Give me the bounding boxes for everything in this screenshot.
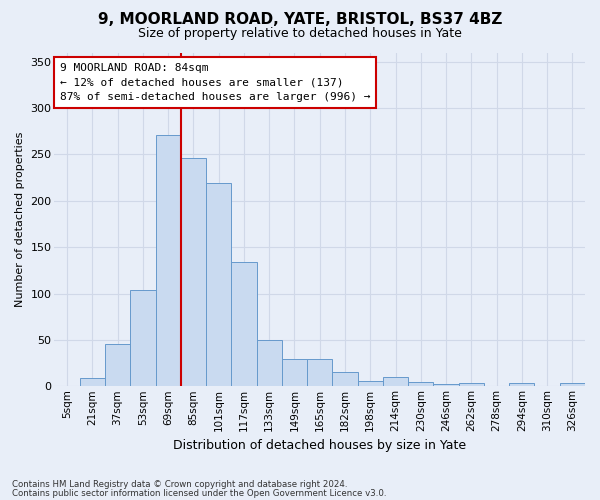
Bar [509,382,535,386]
Text: Contains public sector information licensed under the Open Government Licence v3: Contains public sector information licen… [12,490,386,498]
X-axis label: Distribution of detached houses by size in Yate: Distribution of detached houses by size … [173,440,466,452]
Text: Contains HM Land Registry data © Crown copyright and database right 2024.: Contains HM Land Registry data © Crown c… [12,480,347,489]
Bar [560,382,585,386]
Bar [332,372,358,386]
Bar [181,158,206,386]
Bar [282,360,307,386]
Bar [408,382,433,386]
Bar [232,262,257,386]
Bar [257,340,282,386]
Bar [358,380,383,386]
Bar [458,384,484,386]
Bar [307,360,332,386]
Bar [130,290,155,386]
Y-axis label: Number of detached properties: Number of detached properties [15,132,25,307]
Text: Size of property relative to detached houses in Yate: Size of property relative to detached ho… [138,28,462,40]
Bar [206,183,232,386]
Bar [80,378,105,386]
Bar [433,384,458,386]
Bar [105,344,130,386]
Bar [383,377,408,386]
Text: 9, MOORLAND ROAD, YATE, BRISTOL, BS37 4BZ: 9, MOORLAND ROAD, YATE, BRISTOL, BS37 4B… [98,12,502,28]
Text: 9 MOORLAND ROAD: 84sqm
← 12% of detached houses are smaller (137)
87% of semi-de: 9 MOORLAND ROAD: 84sqm ← 12% of detached… [60,62,370,102]
Bar [155,135,181,386]
